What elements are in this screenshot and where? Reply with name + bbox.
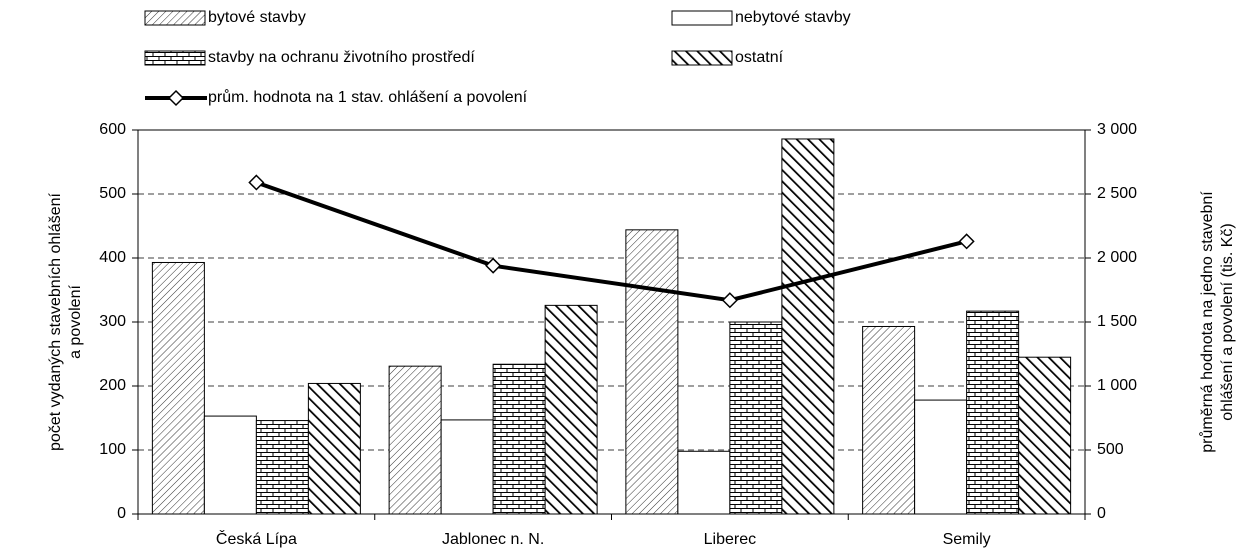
bar (729, 321, 783, 515)
legend-label: stavby na ochranu životního prostředí (208, 49, 475, 66)
bar (151, 261, 205, 515)
bar (966, 310, 1020, 515)
x-tick-label: Jablonec n. N. (442, 531, 544, 548)
y2-tick-label: 2 500 (1097, 185, 1137, 202)
bar (625, 229, 679, 515)
y-tick-label: 400 (99, 249, 126, 266)
y2-tick-label: 0 (1097, 505, 1106, 522)
bar (440, 419, 494, 515)
legend-swatch (144, 10, 206, 26)
legend-swatch (671, 50, 733, 66)
y2-tick-label: 1 500 (1097, 313, 1137, 330)
bar (307, 382, 361, 515)
legend-swatch (144, 50, 206, 66)
legend-swatch (671, 10, 733, 26)
y2-tick-label: 1 000 (1097, 377, 1137, 394)
y-tick-label: 0 (117, 505, 126, 522)
bar (862, 325, 916, 515)
bar (544, 304, 598, 515)
y-tick-label: 200 (99, 377, 126, 394)
bar (492, 363, 546, 515)
y2-tick-label: 3 000 (1097, 121, 1137, 138)
bar (255, 420, 309, 515)
bar (781, 138, 835, 515)
bar (677, 450, 731, 515)
y-axis-title: a povolení (67, 285, 84, 359)
y-axis-title: počet vydaných stavebních ohlášení (47, 192, 64, 451)
y-tick-label: 500 (99, 185, 126, 202)
line-marker (485, 257, 502, 274)
y-tick-label: 300 (99, 313, 126, 330)
line-series (255, 180, 968, 303)
legend-label: prům. hodnota na 1 stav. ohlášení a povo… (208, 88, 528, 106)
y2-tick-label: 2 000 (1097, 249, 1137, 266)
x-tick-label: Česká Lípa (216, 529, 297, 548)
bar (203, 415, 257, 515)
legend-label: bytové stavby (208, 9, 306, 26)
bar (388, 365, 442, 515)
line-marker (721, 292, 738, 309)
bar (914, 399, 968, 515)
x-tick-label: Liberec (704, 531, 756, 548)
y2-axis-title: průměrná hodnota na jedno stavební (1198, 191, 1216, 453)
bar (1018, 356, 1072, 515)
y-tick-label: 600 (99, 121, 126, 138)
x-tick-label: Semily (943, 531, 991, 548)
legend-label: nebytové stavby (735, 9, 851, 26)
y2-axis-title: ohlášení a povolení (tis. Kč) (1219, 223, 1236, 420)
legend-label: ostatní (735, 49, 784, 66)
y2-tick-label: 500 (1097, 441, 1124, 458)
line-marker (248, 174, 265, 191)
line-marker (958, 233, 975, 250)
legend-marker (167, 89, 185, 107)
y-tick-label: 100 (99, 441, 126, 458)
